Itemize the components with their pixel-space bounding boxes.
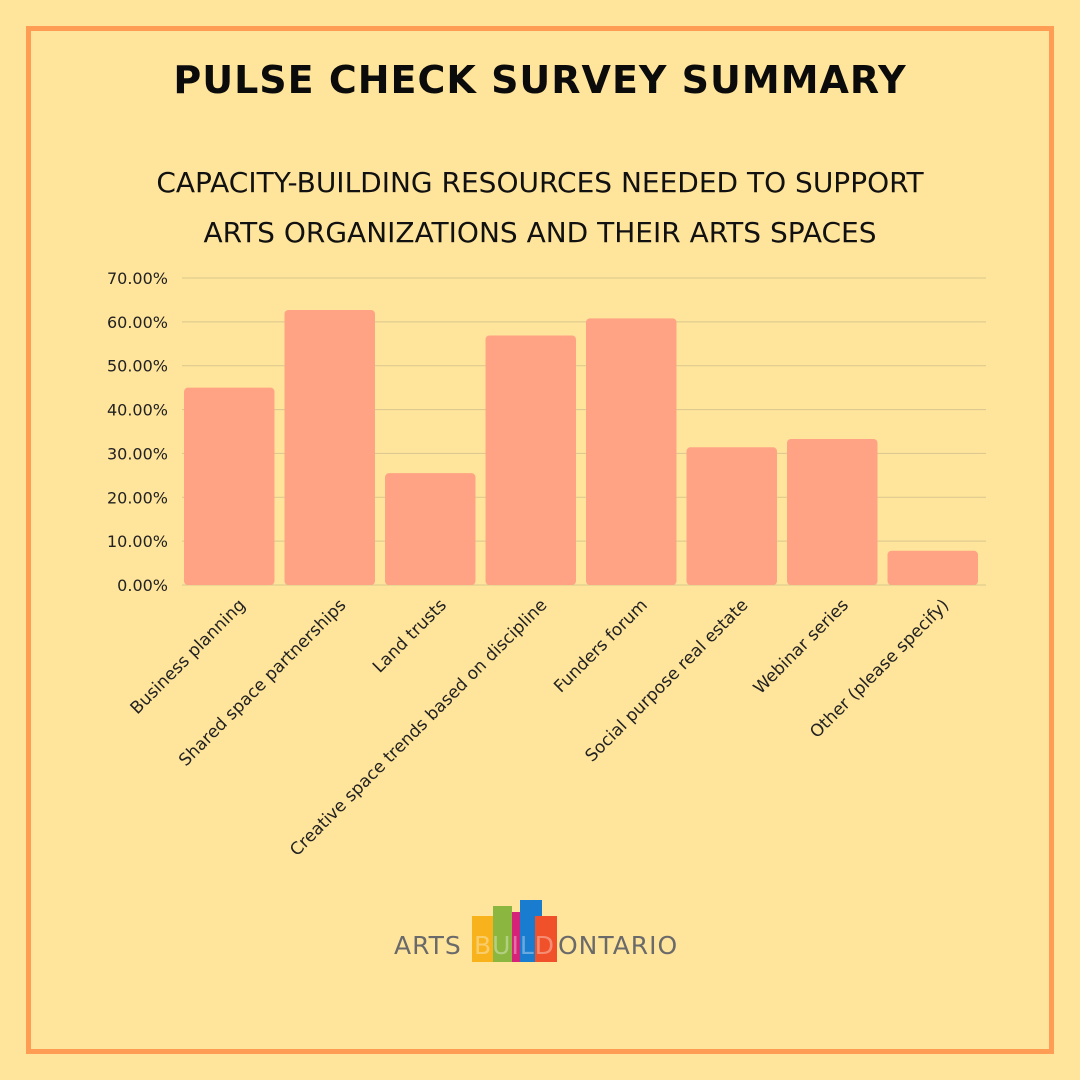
chart-subtitle-line-2: ARTS ORGANIZATIONS AND THEIR ARTS SPACES — [203, 216, 877, 249]
y-tick-label: 10.00% — [107, 532, 168, 551]
logo-text-ontario: ONTARIO — [558, 931, 678, 960]
page-title: PULSE CHECK SURVEY SUMMARY — [173, 58, 907, 102]
x-tick-label: Social purpose real estate — [582, 595, 753, 766]
bar — [787, 438, 878, 585]
bar — [586, 318, 677, 585]
x-tick-label: Webinar series — [750, 595, 853, 698]
page-border — [26, 26, 1054, 1054]
chart-subtitle-line-1: CAPACITY-BUILDING RESOURCES NEEDED TO SU… — [156, 166, 924, 199]
bar — [184, 387, 275, 585]
y-tick-label: 50.00% — [107, 357, 168, 376]
y-tick-label: 20.00% — [107, 488, 168, 507]
bar — [485, 335, 576, 585]
artsbuild-ontario-logo: ARTS BUILD ONTARIO — [394, 900, 678, 962]
logo-text-arts: ARTS — [394, 931, 462, 960]
bar — [887, 550, 978, 585]
x-tick-label: Land trusts — [369, 595, 451, 677]
bar — [686, 447, 777, 585]
x-tick-label: Funders forum — [550, 595, 652, 697]
y-tick-label: 30.00% — [107, 444, 168, 463]
logo-color-blocks — [472, 900, 557, 962]
y-tick-label: 70.00% — [107, 269, 168, 288]
bar — [385, 473, 476, 585]
y-tick-label: 60.00% — [107, 313, 168, 332]
logo-text-build: BUILD — [474, 931, 555, 960]
chart-subtitle: CAPACITY-BUILDING RESOURCES NEEDED TO SU… — [90, 158, 990, 258]
x-tick-label: Shared space partnerships — [175, 595, 350, 770]
bar — [284, 310, 375, 585]
y-tick-label: 40.00% — [107, 401, 168, 420]
y-tick-label: 0.00% — [117, 576, 168, 595]
